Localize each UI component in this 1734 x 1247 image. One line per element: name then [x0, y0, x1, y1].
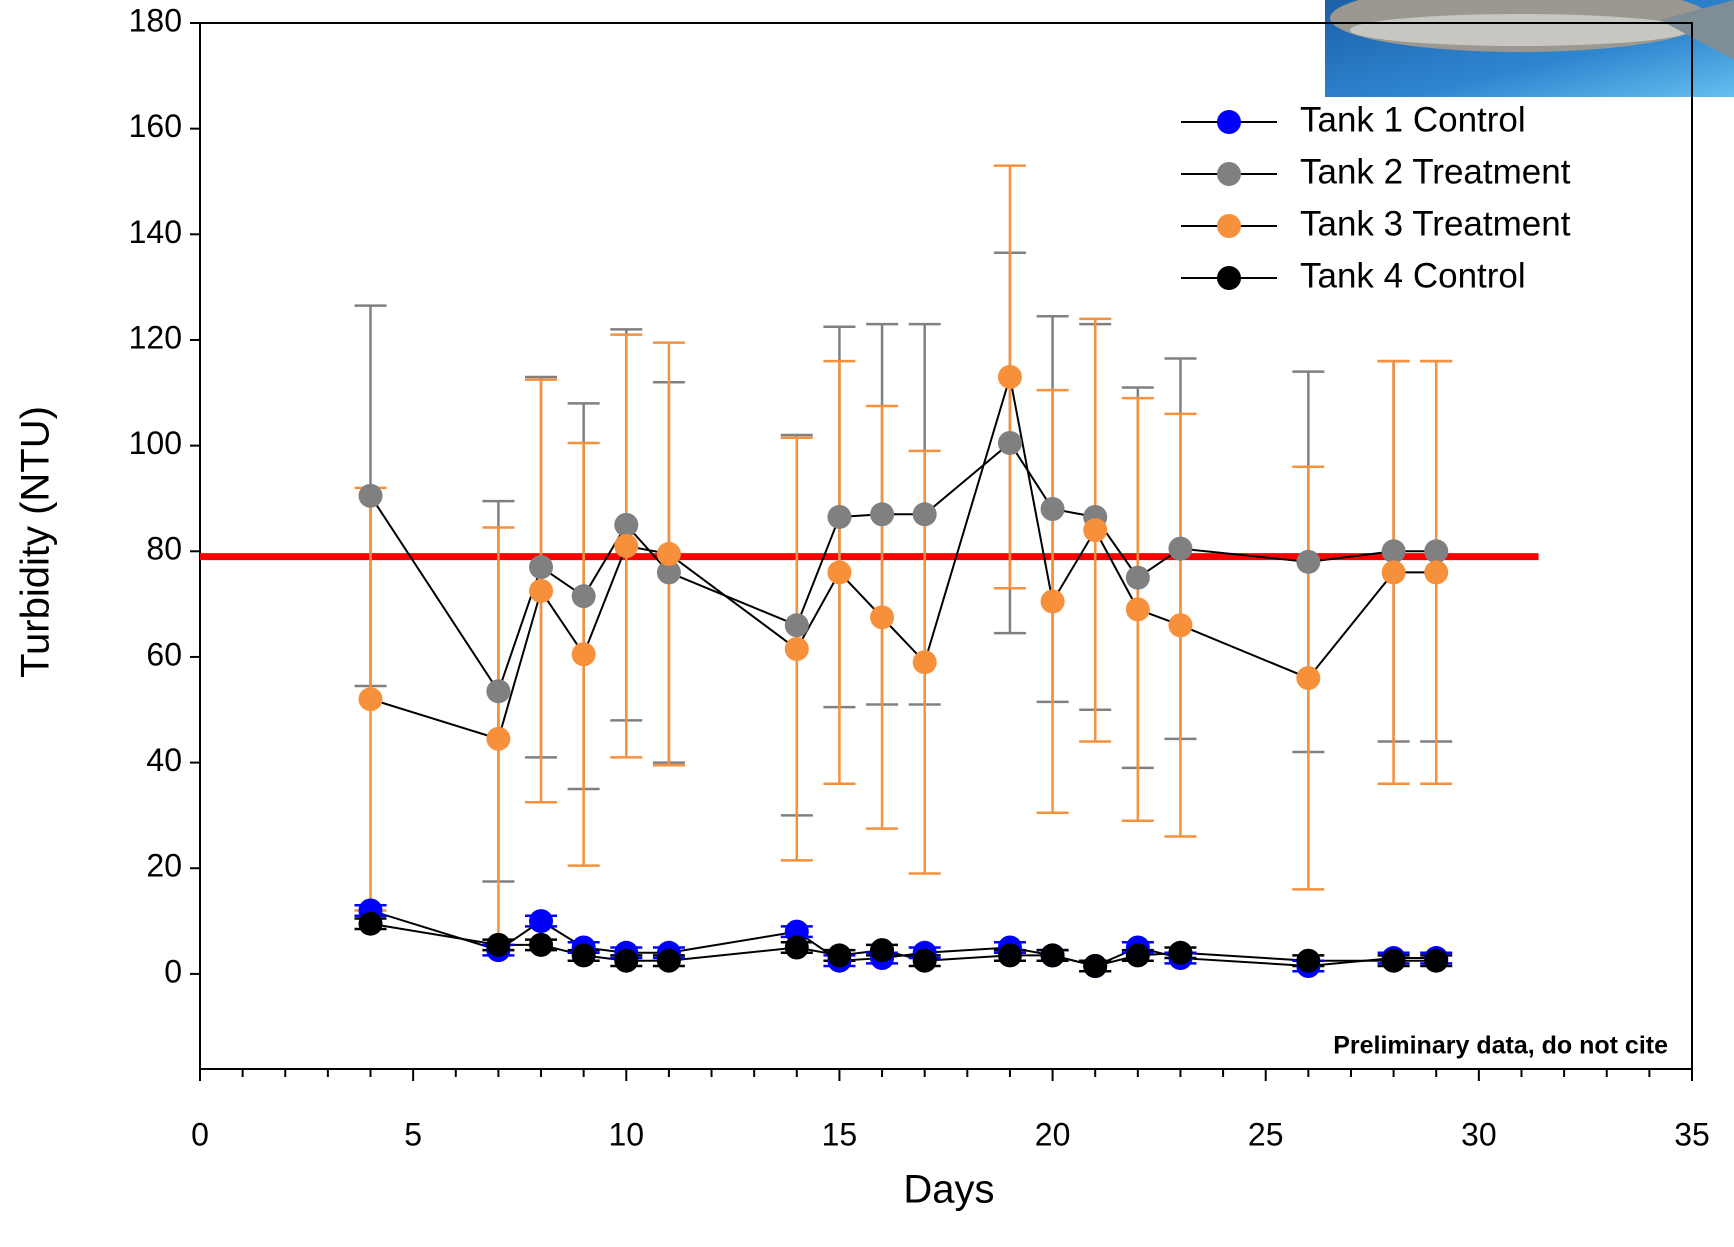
marker — [997, 943, 1022, 968]
legend-label: Tank 1 Control — [1300, 100, 1526, 139]
marker — [870, 502, 895, 527]
marker — [614, 948, 639, 973]
marker — [912, 948, 937, 973]
marker — [870, 605, 895, 630]
marker — [784, 637, 809, 662]
marker — [1424, 560, 1449, 585]
marker — [1424, 539, 1449, 564]
marker — [1296, 948, 1321, 973]
marker — [1125, 943, 1150, 968]
y-tick-label: 180 — [129, 2, 182, 38]
marker — [1040, 589, 1065, 614]
x-tick-label: 20 — [1035, 1116, 1071, 1152]
marker — [997, 430, 1022, 455]
marker — [656, 541, 681, 566]
marker — [571, 642, 596, 667]
marker — [1296, 666, 1321, 691]
marker — [571, 943, 596, 968]
marker — [486, 932, 511, 957]
y-tick-label: 160 — [129, 108, 182, 144]
marker — [1083, 953, 1108, 978]
marker — [1040, 497, 1065, 522]
marker — [1125, 597, 1150, 622]
marker — [912, 650, 937, 675]
marker — [1296, 549, 1321, 574]
x-tick-label: 25 — [1248, 1116, 1284, 1152]
legend-marker — [1217, 162, 1241, 186]
marker — [656, 560, 681, 585]
marker — [1083, 518, 1108, 543]
fish-photo — [1325, 0, 1734, 97]
x-axis-title: Days — [903, 1168, 994, 1212]
y-tick-label: 80 — [146, 531, 182, 567]
y-tick-label: 120 — [129, 319, 182, 355]
marker — [529, 932, 554, 957]
marker — [1125, 565, 1150, 590]
y-tick-label: 60 — [146, 636, 182, 672]
plot-frame — [199, 22, 1693, 1070]
marker — [656, 948, 681, 973]
marker — [358, 483, 383, 508]
y-tick-label: 140 — [129, 214, 182, 250]
marker — [784, 935, 809, 960]
marker — [1040, 943, 1065, 968]
marker — [784, 613, 809, 638]
marker — [529, 909, 554, 934]
annotation: Preliminary data, do not cite — [1333, 1032, 1668, 1060]
marker — [358, 687, 383, 712]
marker — [827, 560, 852, 585]
x-tick-label: 0 — [191, 1116, 209, 1152]
marker — [1168, 536, 1193, 561]
marker — [912, 502, 937, 527]
legend-label: Tank 2 Treatment — [1300, 152, 1571, 191]
y-axis-title: Turbidity (NTU) — [14, 406, 58, 678]
marker — [1381, 539, 1406, 564]
marker — [358, 911, 383, 936]
y-tick-label: 20 — [146, 848, 182, 884]
legend-marker — [1217, 110, 1241, 134]
marker — [571, 584, 596, 609]
x-tick-label: 5 — [404, 1116, 422, 1152]
x-tick-label: 15 — [822, 1116, 858, 1152]
marker — [1381, 560, 1406, 585]
legend-marker — [1217, 266, 1241, 290]
marker — [1168, 613, 1193, 638]
x-tick-label: 10 — [608, 1116, 644, 1152]
marker — [1381, 948, 1406, 973]
marker — [997, 364, 1022, 389]
legend-marker — [1217, 214, 1241, 238]
x-tick-label: 30 — [1461, 1116, 1497, 1152]
x-tick-label: 35 — [1674, 1116, 1710, 1152]
marker — [486, 679, 511, 704]
y-tick-label: 40 — [146, 742, 182, 778]
y-tick-label: 0 — [164, 953, 182, 989]
marker — [827, 943, 852, 968]
marker — [486, 726, 511, 751]
legend-label: Tank 4 Control — [1300, 256, 1526, 295]
y-tick-label: 100 — [129, 425, 182, 461]
series-line — [370, 376, 1437, 741]
marker — [614, 512, 639, 537]
marker — [614, 534, 639, 558]
legend-label: Tank 3 Treatment — [1300, 204, 1571, 243]
marker — [1168, 940, 1193, 965]
marker — [529, 555, 554, 580]
marker — [1424, 948, 1449, 973]
marker — [870, 938, 895, 963]
marker — [529, 578, 554, 603]
marker — [827, 504, 852, 529]
